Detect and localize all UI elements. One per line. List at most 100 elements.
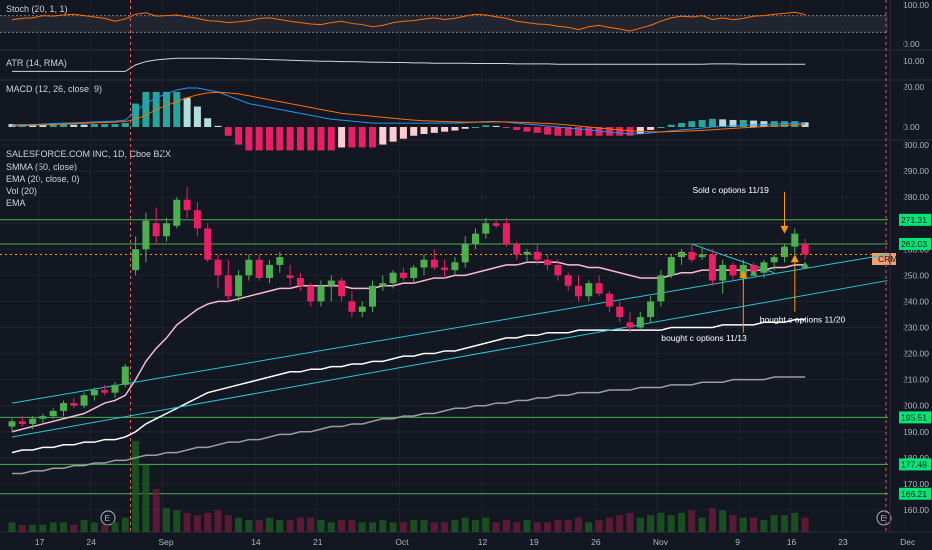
candle-body [636,317,644,328]
macd-histogram-bar [307,127,315,151]
level-price-label: 262.03 [901,239,927,249]
volume-bar [575,517,582,532]
macd-histogram-bar [410,127,418,136]
macd-histogram-bar [132,103,140,127]
volume-bar [472,520,479,532]
volume-bar [502,520,510,532]
time-tick-label: 26 [591,537,601,547]
price-tick-label: 180.00 [903,453,929,463]
candle-body [70,403,78,406]
volume-bar [729,515,737,532]
candle-body [173,199,181,226]
macd-histogram-bar [358,127,366,148]
annotation-arrow-head [739,270,748,278]
macd-histogram-bar [564,127,572,136]
earnings-marker-future[interactable] [876,510,892,526]
macd-histogram-bar [461,127,469,129]
candle-body [101,390,109,393]
candle-body [8,421,16,427]
price-tick-label: 290.00 [903,166,929,176]
trendline [11,253,888,404]
price-tick-label: 200.00 [903,401,929,411]
macd-histogram-bar [389,127,397,142]
volume-bar [399,522,407,532]
volume-bar [791,512,799,532]
volume-bar [441,522,449,532]
volume-bar [121,517,129,532]
volume-bar [554,520,562,532]
macd-histogram-bar [121,122,129,127]
ema-long-line [12,376,806,475]
volume-bar [18,524,26,532]
macd-histogram-bar [369,127,376,148]
price-tick-label: 160.00 [903,505,929,515]
candle-body [657,275,665,302]
volume-bar [595,520,603,532]
candle-body [791,233,799,247]
candle-body [441,267,449,271]
volume-bar [636,517,644,532]
macd-histogram-bar [204,118,212,127]
macd-histogram-bar [348,127,356,148]
volume-bar [492,522,500,532]
macd-histogram-bar [616,127,624,136]
macd-histogram-bar [544,127,552,135]
candle-body [781,246,788,258]
volume-bar [410,520,418,532]
volume-bar [235,517,243,532]
candle-body [338,280,346,297]
volume-bar [49,522,57,532]
macd-histogram-bar [657,127,665,128]
candle-body [286,275,294,278]
macd-histogram-bar [286,127,294,151]
time-tick-label: 14 [251,537,261,547]
macd-histogram-bar [276,127,284,151]
macd-histogram-bar [451,127,459,131]
macd-histogram-bar [224,127,232,136]
macd-histogram-bar [750,120,758,127]
price-tick-label: 250.00 [903,270,929,280]
candle-body [296,277,304,286]
macd-histogram-bar [245,127,253,151]
candle-body [255,259,263,278]
candle-body [49,410,57,417]
volume-bar [296,517,304,532]
volume-bar [286,520,294,532]
candle-body [760,262,768,273]
stoch-band [0,15,888,33]
volume-bar [523,520,531,532]
macd-histogram-bar [513,127,521,130]
candle-body [770,257,778,263]
volume-bar [307,517,315,532]
price-tick-label: 220.00 [903,349,929,359]
candle-body [585,283,593,297]
annotation-text: Sold c options 11/19 [693,185,770,195]
candle-body [29,418,37,424]
earnings-marker-label: E [105,513,111,523]
macd-histogram-bar [70,124,78,127]
earnings-marker-future-label: E [881,513,887,523]
macd-histogram-bar [719,119,727,127]
price-tick-label: 240.00 [903,296,929,306]
candle-body [224,275,232,297]
volume-bar [152,488,160,532]
volume-bar [369,522,376,532]
time-tick-label: Dec [900,537,916,547]
price-tick-label: 170.00 [903,479,929,489]
time-tick-label: 16 [787,537,797,547]
candle-body [575,285,582,297]
candle-body [554,264,562,276]
volume-bar [348,520,356,532]
level-price-label: 271.31 [901,215,927,225]
macd-histogram-bar [60,124,67,127]
macd-pane-label: MACD (12, 26, close, 9) [6,84,102,94]
volume-bar [420,520,428,532]
macd-histogram-bar [173,91,181,127]
price-tick-label: 230.00 [903,322,929,332]
volume-bar [204,512,212,532]
study-smma: SMMA (50, close) [6,162,77,172]
annotation-arrow-head [790,254,799,263]
macd-histogram-bar [430,127,438,133]
volume-bar [142,464,150,532]
